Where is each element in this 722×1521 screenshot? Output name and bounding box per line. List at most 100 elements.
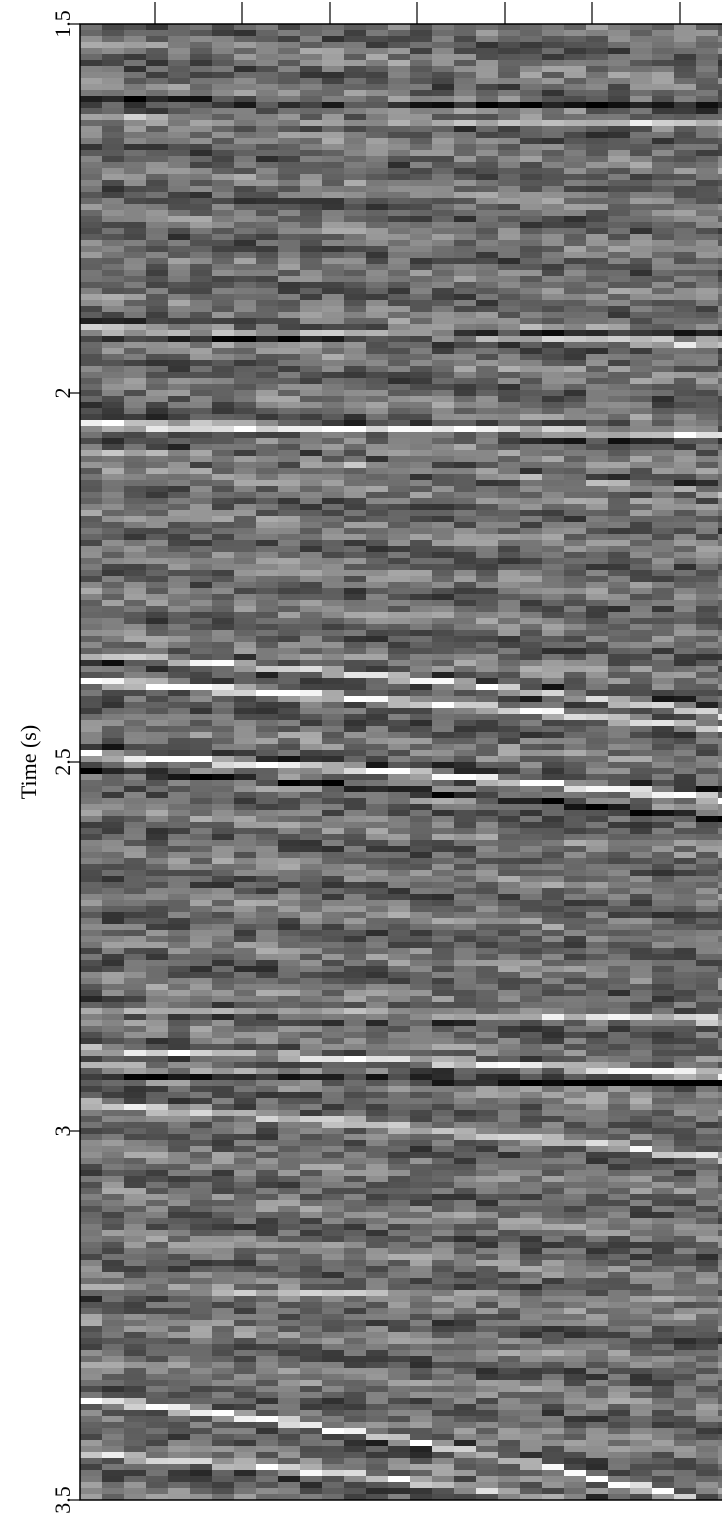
trace-cell xyxy=(410,834,432,840)
trace-cell xyxy=(102,990,124,996)
trace-cell xyxy=(124,114,146,120)
trace-cell xyxy=(322,576,344,582)
trace-cell xyxy=(124,882,146,888)
trace-cell xyxy=(300,906,322,912)
trace-cell xyxy=(80,834,102,840)
trace-cell xyxy=(432,1452,454,1458)
trace-cell xyxy=(212,870,234,876)
trace-cell xyxy=(168,534,190,540)
trace-cell xyxy=(168,210,190,216)
trace-cell xyxy=(388,1380,410,1386)
trace-cell xyxy=(278,354,300,360)
trace-cell xyxy=(388,1056,410,1062)
trace-cell xyxy=(278,1434,300,1440)
trace-cell xyxy=(102,1152,124,1158)
trace-cell xyxy=(520,300,542,306)
trace-cell xyxy=(322,528,344,534)
trace-cell xyxy=(476,600,498,606)
trace-cell xyxy=(146,384,168,390)
trace-cell xyxy=(124,1494,146,1500)
trace-cell xyxy=(410,1092,432,1098)
trace-cell xyxy=(234,1158,256,1164)
trace-cell xyxy=(366,414,388,420)
trace-cell xyxy=(322,282,344,288)
trace-cell xyxy=(80,354,102,360)
trace-cell xyxy=(300,552,322,558)
trace-cell xyxy=(190,732,212,738)
trace-cell xyxy=(476,588,498,594)
trace-cell xyxy=(432,150,454,156)
trace-cell xyxy=(124,636,146,642)
trace-cell xyxy=(124,348,146,354)
trace-cell xyxy=(102,648,124,654)
trace-cell xyxy=(300,594,322,600)
trace-cell xyxy=(344,882,366,888)
trace-cell xyxy=(102,204,124,210)
trace-cell xyxy=(234,786,256,792)
trace-cell xyxy=(190,1326,212,1332)
trace-cell xyxy=(366,702,388,708)
trace-cell xyxy=(124,180,146,186)
trace-cell xyxy=(256,540,278,546)
trace-cell xyxy=(80,900,102,906)
trace-cell xyxy=(234,114,256,120)
trace-cell xyxy=(410,948,432,954)
trace-cell xyxy=(388,744,410,750)
trace-cell xyxy=(322,1380,344,1386)
trace-cell xyxy=(168,1374,190,1380)
trace-cell xyxy=(212,390,234,396)
trace-cell xyxy=(124,1488,146,1494)
trace-cell xyxy=(520,120,542,126)
trace-cell xyxy=(212,30,234,36)
trace-cell xyxy=(80,504,102,510)
trace-cell xyxy=(300,60,322,66)
trace-cell xyxy=(498,78,520,84)
trace-cell xyxy=(432,852,454,858)
trace-cell xyxy=(410,1422,432,1428)
trace-cell xyxy=(388,1296,410,1302)
trace-cell xyxy=(278,1074,300,1080)
trace-cell xyxy=(278,480,300,486)
trace-cell xyxy=(278,1392,300,1398)
trace-cell xyxy=(498,1404,520,1410)
trace-cell xyxy=(344,1434,366,1440)
trace-cell xyxy=(344,522,366,528)
trace-cell xyxy=(256,114,278,120)
trace-cell xyxy=(102,1266,124,1272)
trace-cell xyxy=(388,210,410,216)
trace-cell xyxy=(476,534,498,540)
trace-cell xyxy=(454,1428,476,1434)
trace-cell xyxy=(476,252,498,258)
trace-cell xyxy=(256,1356,278,1362)
trace-cell xyxy=(388,1302,410,1308)
trace-cell xyxy=(190,834,212,840)
trace-cell xyxy=(322,1140,344,1146)
trace-cell xyxy=(234,390,256,396)
trace-cell xyxy=(344,1206,366,1212)
trace-cell xyxy=(168,636,190,642)
trace-cell xyxy=(256,1278,278,1284)
trace-cell xyxy=(498,1302,520,1308)
trace-cell xyxy=(300,708,322,714)
trace-cell xyxy=(322,1308,344,1314)
trace-cell xyxy=(476,1464,498,1470)
trace-cell xyxy=(300,732,322,738)
trace-cell xyxy=(256,546,278,552)
trace-cell xyxy=(80,1128,102,1134)
trace-cell xyxy=(366,1206,388,1212)
trace-cell xyxy=(300,1392,322,1398)
trace-cell xyxy=(410,1440,432,1446)
trace-cell xyxy=(190,1266,212,1272)
trace-cell xyxy=(102,258,124,264)
trace-cell xyxy=(300,1488,322,1494)
trace-cell xyxy=(344,714,366,720)
trace-cell xyxy=(234,222,256,228)
trace-cell xyxy=(102,552,124,558)
trace-cell xyxy=(168,1332,190,1338)
trace-cell xyxy=(520,474,542,480)
trace-cell xyxy=(102,696,124,702)
trace-cell xyxy=(102,330,124,336)
trace-cell xyxy=(102,1416,124,1422)
trace-cell xyxy=(212,300,234,306)
trace-cell xyxy=(256,240,278,246)
